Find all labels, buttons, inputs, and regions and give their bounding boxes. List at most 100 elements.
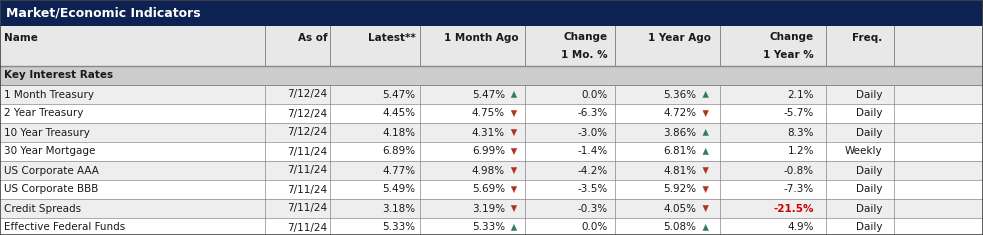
Text: 1 Month Treasury: 1 Month Treasury <box>4 90 94 99</box>
Bar <box>0 180 983 199</box>
Polygon shape <box>703 148 709 155</box>
Bar <box>0 199 983 218</box>
Text: -6.3%: -6.3% <box>577 109 607 118</box>
Text: 7/12/24: 7/12/24 <box>287 128 327 137</box>
Text: 1 Month Ago: 1 Month Ago <box>444 33 519 43</box>
Polygon shape <box>511 129 517 136</box>
Bar <box>0 0 983 26</box>
Bar <box>0 218 983 235</box>
Text: 3.19%: 3.19% <box>472 204 505 214</box>
Text: Weekly: Weekly <box>845 146 883 157</box>
Polygon shape <box>511 167 517 174</box>
Text: 0.0%: 0.0% <box>581 223 607 232</box>
Polygon shape <box>511 186 517 193</box>
Text: Daily: Daily <box>856 128 883 137</box>
Text: 10 Year Treasury: 10 Year Treasury <box>4 128 89 137</box>
Text: Daily: Daily <box>856 90 883 99</box>
Bar <box>0 161 983 180</box>
Text: -3.0%: -3.0% <box>577 128 607 137</box>
Text: 5.47%: 5.47% <box>472 90 505 99</box>
Text: 7/11/24: 7/11/24 <box>287 184 327 195</box>
Text: 4.72%: 4.72% <box>664 109 697 118</box>
Text: 4.77%: 4.77% <box>382 165 416 176</box>
Polygon shape <box>703 167 709 174</box>
Text: 4.18%: 4.18% <box>382 128 416 137</box>
Text: 1.2%: 1.2% <box>787 146 814 157</box>
Text: 7/11/24: 7/11/24 <box>287 204 327 214</box>
Text: Change: Change <box>563 32 607 42</box>
Text: Effective Federal Funds: Effective Federal Funds <box>4 223 125 232</box>
Text: 7/11/24: 7/11/24 <box>287 223 327 232</box>
Text: 4.05%: 4.05% <box>664 204 697 214</box>
Text: 5.08%: 5.08% <box>664 223 697 232</box>
Text: -21.5%: -21.5% <box>774 204 814 214</box>
Text: 3.86%: 3.86% <box>664 128 697 137</box>
Text: 0.0%: 0.0% <box>581 90 607 99</box>
Text: 4.75%: 4.75% <box>472 109 505 118</box>
Text: 2.1%: 2.1% <box>787 90 814 99</box>
Text: 5.33%: 5.33% <box>382 223 416 232</box>
Text: Daily: Daily <box>856 109 883 118</box>
Polygon shape <box>511 91 517 98</box>
Text: 1 Year Ago: 1 Year Ago <box>648 33 711 43</box>
Text: 1 Year %: 1 Year % <box>763 50 814 60</box>
Text: 7/11/24: 7/11/24 <box>287 146 327 157</box>
Text: Daily: Daily <box>856 223 883 232</box>
Text: 5.92%: 5.92% <box>664 184 697 195</box>
Polygon shape <box>703 129 709 136</box>
Text: 7/12/24: 7/12/24 <box>287 90 327 99</box>
Text: 7/11/24: 7/11/24 <box>287 165 327 176</box>
Polygon shape <box>511 205 517 212</box>
Text: 30 Year Mortgage: 30 Year Mortgage <box>4 146 95 157</box>
Text: US Corporate BBB: US Corporate BBB <box>4 184 98 195</box>
Text: 3.18%: 3.18% <box>382 204 416 214</box>
Text: Key Interest Rates: Key Interest Rates <box>4 70 113 81</box>
Polygon shape <box>703 91 709 98</box>
Text: -0.3%: -0.3% <box>577 204 607 214</box>
Text: Name: Name <box>4 33 37 43</box>
Text: 7/12/24: 7/12/24 <box>287 109 327 118</box>
Bar <box>0 26 983 66</box>
Text: 2 Year Treasury: 2 Year Treasury <box>4 109 84 118</box>
Bar <box>0 66 983 85</box>
Bar <box>0 104 983 123</box>
Text: -5.7%: -5.7% <box>783 109 814 118</box>
Polygon shape <box>703 205 709 212</box>
Text: -4.2%: -4.2% <box>577 165 607 176</box>
Bar <box>0 85 983 104</box>
Text: -0.8%: -0.8% <box>783 165 814 176</box>
Text: Market/Economic Indicators: Market/Economic Indicators <box>6 7 201 20</box>
Text: 4.81%: 4.81% <box>664 165 697 176</box>
Text: Daily: Daily <box>856 204 883 214</box>
Text: -7.3%: -7.3% <box>783 184 814 195</box>
Text: 5.47%: 5.47% <box>382 90 416 99</box>
Text: 5.49%: 5.49% <box>382 184 416 195</box>
Polygon shape <box>703 110 709 117</box>
Polygon shape <box>511 148 517 155</box>
Text: 4.98%: 4.98% <box>472 165 505 176</box>
Text: 6.89%: 6.89% <box>382 146 416 157</box>
Bar <box>0 142 983 161</box>
Text: As of: As of <box>298 33 327 43</box>
Polygon shape <box>511 224 517 231</box>
Text: Daily: Daily <box>856 165 883 176</box>
Text: Daily: Daily <box>856 184 883 195</box>
Polygon shape <box>511 110 517 117</box>
Text: Freq.: Freq. <box>852 33 883 43</box>
Text: 4.9%: 4.9% <box>787 223 814 232</box>
Polygon shape <box>703 224 709 231</box>
Text: 1 Mo. %: 1 Mo. % <box>561 50 607 60</box>
Text: 8.3%: 8.3% <box>787 128 814 137</box>
Text: 5.69%: 5.69% <box>472 184 505 195</box>
Text: Credit Spreads: Credit Spreads <box>4 204 81 214</box>
Text: US Corporate AAA: US Corporate AAA <box>4 165 99 176</box>
Bar <box>0 123 983 142</box>
Text: -3.5%: -3.5% <box>577 184 607 195</box>
Text: Change: Change <box>770 32 814 42</box>
Text: 5.36%: 5.36% <box>664 90 697 99</box>
Text: Latest**: Latest** <box>368 33 416 43</box>
Polygon shape <box>703 186 709 193</box>
Text: 6.81%: 6.81% <box>664 146 697 157</box>
Text: -1.4%: -1.4% <box>577 146 607 157</box>
Text: 4.31%: 4.31% <box>472 128 505 137</box>
